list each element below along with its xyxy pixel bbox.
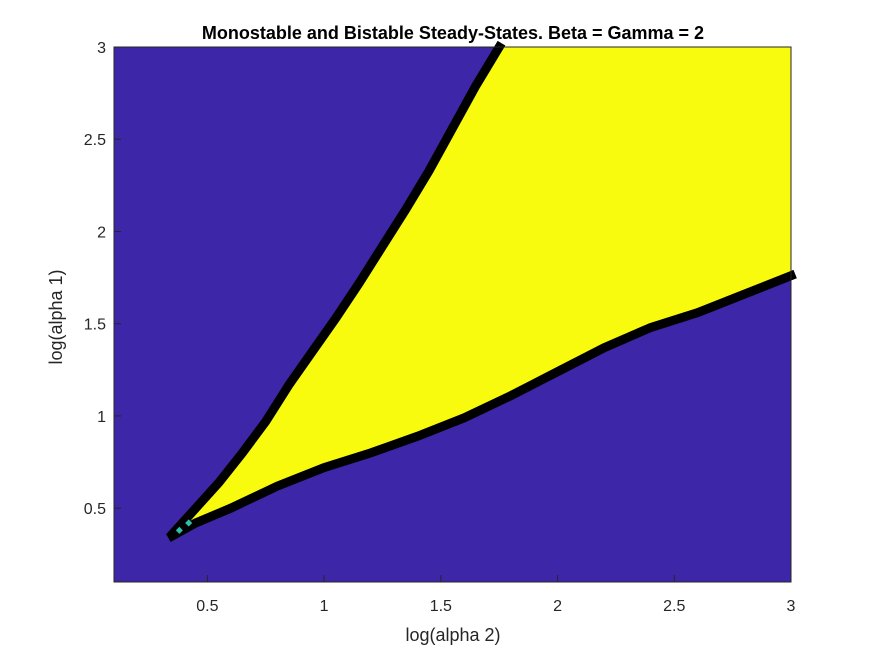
bistable-upper-boundary xyxy=(166,40,506,541)
x-tick-label: 1 xyxy=(320,598,329,615)
x-axis-ticks: 0.5 1 1.5 2 2.5 3 xyxy=(196,575,796,615)
y-tick-label: 1 xyxy=(97,409,106,426)
x-tick-label: 1.5 xyxy=(430,598,452,615)
y-axis-label: log(alpha 1) xyxy=(46,269,66,364)
bistable-region xyxy=(172,47,792,536)
y-tick-label: 1.5 xyxy=(84,317,106,334)
y-tick-label: 2.5 xyxy=(84,132,106,149)
cusp-markers xyxy=(175,519,193,534)
bistable-lower-boundary xyxy=(166,269,797,542)
cusp-marker xyxy=(185,519,193,527)
x-tick-label: 2 xyxy=(553,598,562,615)
y-tick-label: 0.5 xyxy=(84,501,106,518)
axes-frame xyxy=(113,46,792,583)
y-axis-ticks: 0.5 1 1.5 2 2.5 3 xyxy=(84,40,121,518)
y-tick-label: 2 xyxy=(97,224,106,241)
x-tick-label: 3 xyxy=(787,598,796,615)
cusp-marker xyxy=(175,526,183,534)
x-tick-label: 2.5 xyxy=(663,598,685,615)
plot-area xyxy=(114,40,797,582)
y-tick-label: 3 xyxy=(97,40,106,57)
x-tick-label: 0.5 xyxy=(196,598,218,615)
chart-title: Monostable and Bistable Steady-States. B… xyxy=(202,23,704,43)
x-axis-label: log(alpha 2) xyxy=(405,625,500,645)
